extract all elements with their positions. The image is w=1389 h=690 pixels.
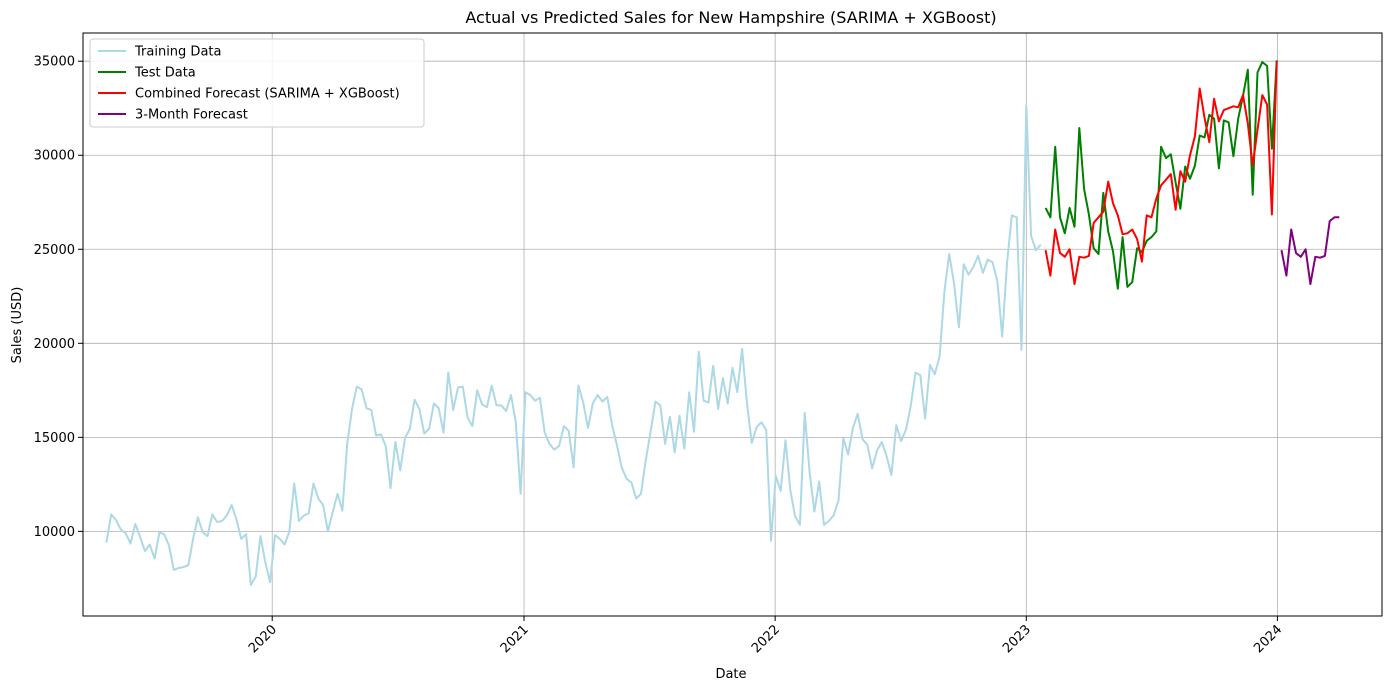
y-tick-label: 25000 bbox=[34, 243, 75, 258]
series-lines bbox=[105, 60, 1340, 586]
legend-label: Combined Forecast (SARIMA + XGBoost) bbox=[135, 87, 400, 102]
legend-label: 3-Month Forecast bbox=[135, 108, 248, 123]
series-line-1 bbox=[1044, 60, 1278, 290]
series-line-3 bbox=[1280, 216, 1340, 286]
x-axis-label: Date bbox=[715, 667, 746, 682]
plot-area-frame bbox=[82, 32, 1383, 617]
x-tick-label: 2022 bbox=[749, 622, 783, 656]
y-tick-label: 35000 bbox=[34, 55, 75, 70]
x-tick-label: 2021 bbox=[498, 622, 532, 656]
legend-label: Test Data bbox=[134, 66, 196, 81]
y-axis-label: Sales (USD) bbox=[10, 287, 25, 364]
series-line-0 bbox=[105, 104, 1042, 586]
x-tick-label: 2023 bbox=[1000, 622, 1034, 656]
y-axis-ticks: 10000 15000 20000 25000 30000 35000 bbox=[34, 55, 83, 540]
y-tick-label: 10000 bbox=[34, 525, 75, 540]
y-tick-label: 15000 bbox=[34, 431, 75, 446]
x-axis-ticks: 2020 2021 2022 2023 2024 bbox=[246, 616, 1285, 656]
x-tick-label: 2024 bbox=[1251, 622, 1285, 656]
legend-label: Training Data bbox=[134, 45, 221, 60]
y-tick-label: 20000 bbox=[34, 337, 75, 352]
legend-box bbox=[89, 38, 425, 128]
chart-title: Actual vs Predicted Sales for New Hampsh… bbox=[465, 8, 996, 27]
legend: Training Data Test Data Combined Forecast … bbox=[89, 38, 425, 128]
series-line-2 bbox=[1044, 61, 1278, 286]
y-tick-label: 30000 bbox=[34, 149, 75, 164]
x-tick-label: 2020 bbox=[246, 622, 280, 656]
